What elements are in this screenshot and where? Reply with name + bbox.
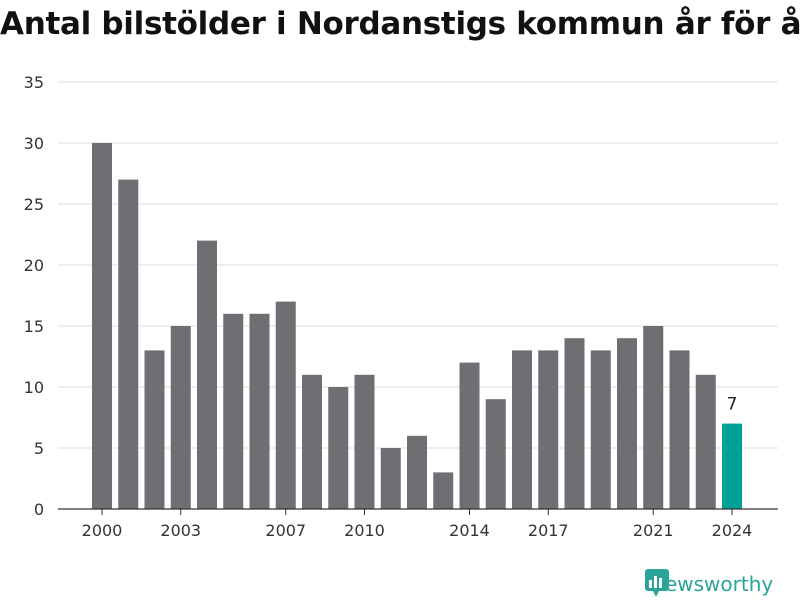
x-tick-label: 2000	[82, 521, 123, 540]
bar-2005	[223, 313, 244, 509]
x-tick-label: 2014	[449, 521, 490, 540]
bar-2006	[249, 313, 270, 509]
data-labels: 7	[727, 395, 738, 415]
bar-2008	[302, 374, 322, 509]
newsworthy-logo[interactable]: Newsworthy	[644, 568, 773, 600]
y-tick-label: 15	[24, 317, 44, 336]
bar-2018	[564, 338, 585, 509]
bar-2023	[695, 374, 716, 509]
x-axis-tick-labels: 2000 2003 2007 2010 2014 2017 2021 2024	[82, 509, 753, 540]
chart-title: Antal bilstölder i Nordanstigs kommun år…	[0, 6, 800, 42]
bar-2015	[485, 399, 506, 509]
y-tick-label: 5	[34, 439, 44, 458]
bar-2009	[328, 387, 349, 509]
x-tick-label: 2017	[528, 521, 569, 540]
bar-2016	[512, 350, 532, 509]
y-tick-label: 0	[34, 500, 44, 519]
brand-name: Newsworthy	[650, 572, 774, 596]
bar-2022	[669, 350, 690, 509]
bar-2000	[92, 143, 112, 509]
newsworthy-logo-icon	[645, 569, 669, 597]
bar-2010	[354, 374, 375, 509]
y-tick-label: 30	[24, 134, 44, 153]
y-axis-tick-labels: 0 5 10 15 20 25 30 35	[24, 73, 44, 519]
y-tick-label: 25	[24, 195, 44, 214]
x-tick-label: 2021	[633, 521, 674, 540]
bar-2021	[643, 326, 664, 509]
x-tick-label: 2024	[712, 521, 753, 540]
bar-2002	[144, 350, 165, 509]
data-label: 7	[727, 395, 738, 415]
bar-2001	[118, 179, 139, 509]
y-tick-label: 20	[24, 256, 44, 275]
bar-2011	[380, 448, 401, 509]
bar-2020	[617, 338, 637, 509]
bar-2007	[275, 301, 296, 509]
bars	[92, 143, 742, 509]
x-tick-label: 2007	[265, 521, 306, 540]
bar-2019	[590, 350, 611, 509]
bar-2012	[407, 435, 427, 509]
x-tick-label: 2003	[160, 521, 201, 540]
x-tick-label: 2010	[344, 521, 385, 540]
y-tick-label: 10	[24, 378, 44, 397]
bar-2003	[170, 326, 191, 509]
bar-2017	[538, 350, 559, 509]
y-tick-label: 35	[24, 73, 44, 92]
bar-2014	[459, 362, 480, 509]
bar-2024	[722, 423, 742, 509]
bar-2004	[197, 240, 217, 509]
bar-2013	[433, 472, 454, 509]
